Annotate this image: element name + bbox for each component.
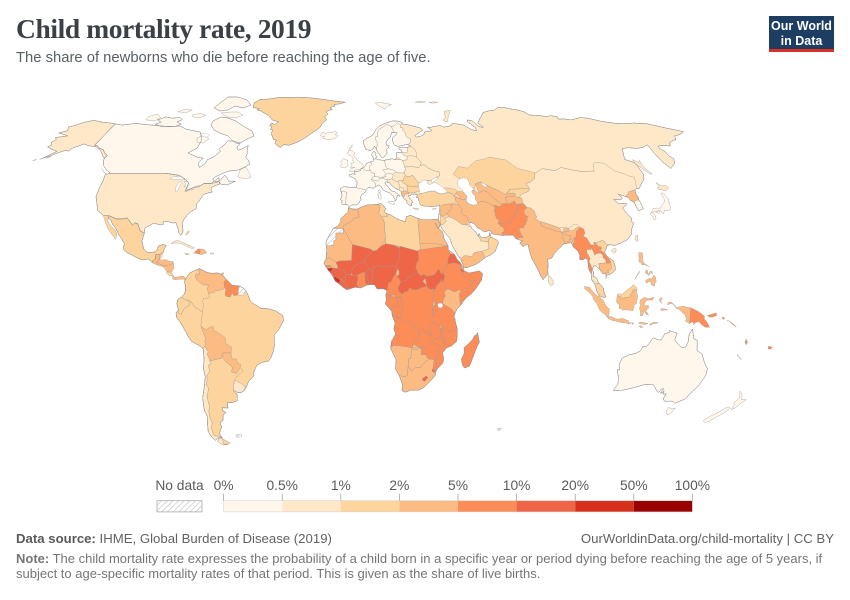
svg-text:10%: 10% xyxy=(503,478,531,493)
svg-text:0.5%: 0.5% xyxy=(266,478,297,493)
svg-text:5%: 5% xyxy=(448,478,468,493)
svg-text:2%: 2% xyxy=(389,478,409,493)
svg-text:100%: 100% xyxy=(675,478,710,493)
svg-text:No data: No data xyxy=(155,478,204,493)
svg-text:1%: 1% xyxy=(331,478,351,493)
svg-text:20%: 20% xyxy=(561,478,589,493)
svg-text:0%: 0% xyxy=(214,478,234,493)
svg-text:50%: 50% xyxy=(620,478,648,493)
